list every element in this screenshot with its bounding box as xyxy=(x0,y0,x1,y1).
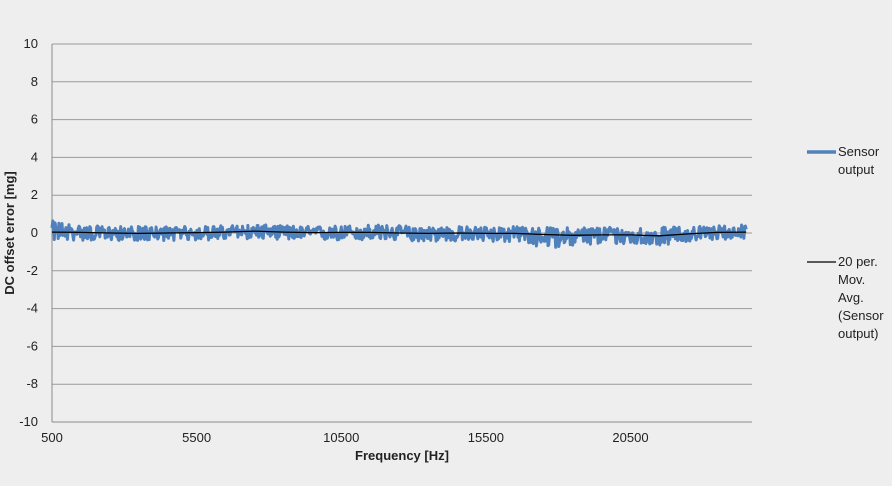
x-tick-label: 500 xyxy=(41,430,63,445)
legend-label-moving-average: Mov. xyxy=(838,272,865,287)
y-tick-label: 8 xyxy=(31,74,38,89)
x-tick-label: 5500 xyxy=(182,430,211,445)
y-tick-label: 2 xyxy=(31,187,38,202)
x-tick-label: 20500 xyxy=(612,430,648,445)
x-axis-title: Frequency [Hz] xyxy=(355,448,449,463)
y-axis-title: DC offset error [mg] xyxy=(2,171,17,295)
y-tick-label: 4 xyxy=(31,149,38,164)
legend: Sensor output 20 per. Mov. Avg. (Sensor output… xyxy=(807,144,884,341)
y-tick-label: -4 xyxy=(26,301,38,316)
axes: 10 8 6 4 2 0 -2 -4 -6 -8 -10500 5500 10500 15500 20500 xyxy=(19,36,752,445)
legend-label-sensor-output: Sensor xyxy=(838,144,880,159)
series-sensor-output xyxy=(50,219,748,249)
y-tick-label: -8 xyxy=(26,376,38,391)
y-tick-label: -10 xyxy=(19,414,38,429)
x-tick-label: 10500 xyxy=(323,430,359,445)
y-tick-label: 0 xyxy=(31,225,38,240)
x-tick-label: 15500 xyxy=(468,430,504,445)
legend-label-moving-average: (Sensor xyxy=(838,308,884,323)
legend-label-moving-average: output) xyxy=(838,326,878,341)
series-moving-average xyxy=(51,230,747,237)
y-tick-label: -6 xyxy=(26,338,38,353)
y-tick-label: -2 xyxy=(26,263,38,278)
y-tick-label: 10 xyxy=(24,36,38,51)
legend-label-sensor-output: output xyxy=(838,162,875,177)
legend-label-moving-average: 20 per. xyxy=(838,254,878,269)
legend-label-moving-average: Avg. xyxy=(838,290,864,305)
y-tick-label: 6 xyxy=(31,112,38,127)
plot-area xyxy=(50,219,748,249)
